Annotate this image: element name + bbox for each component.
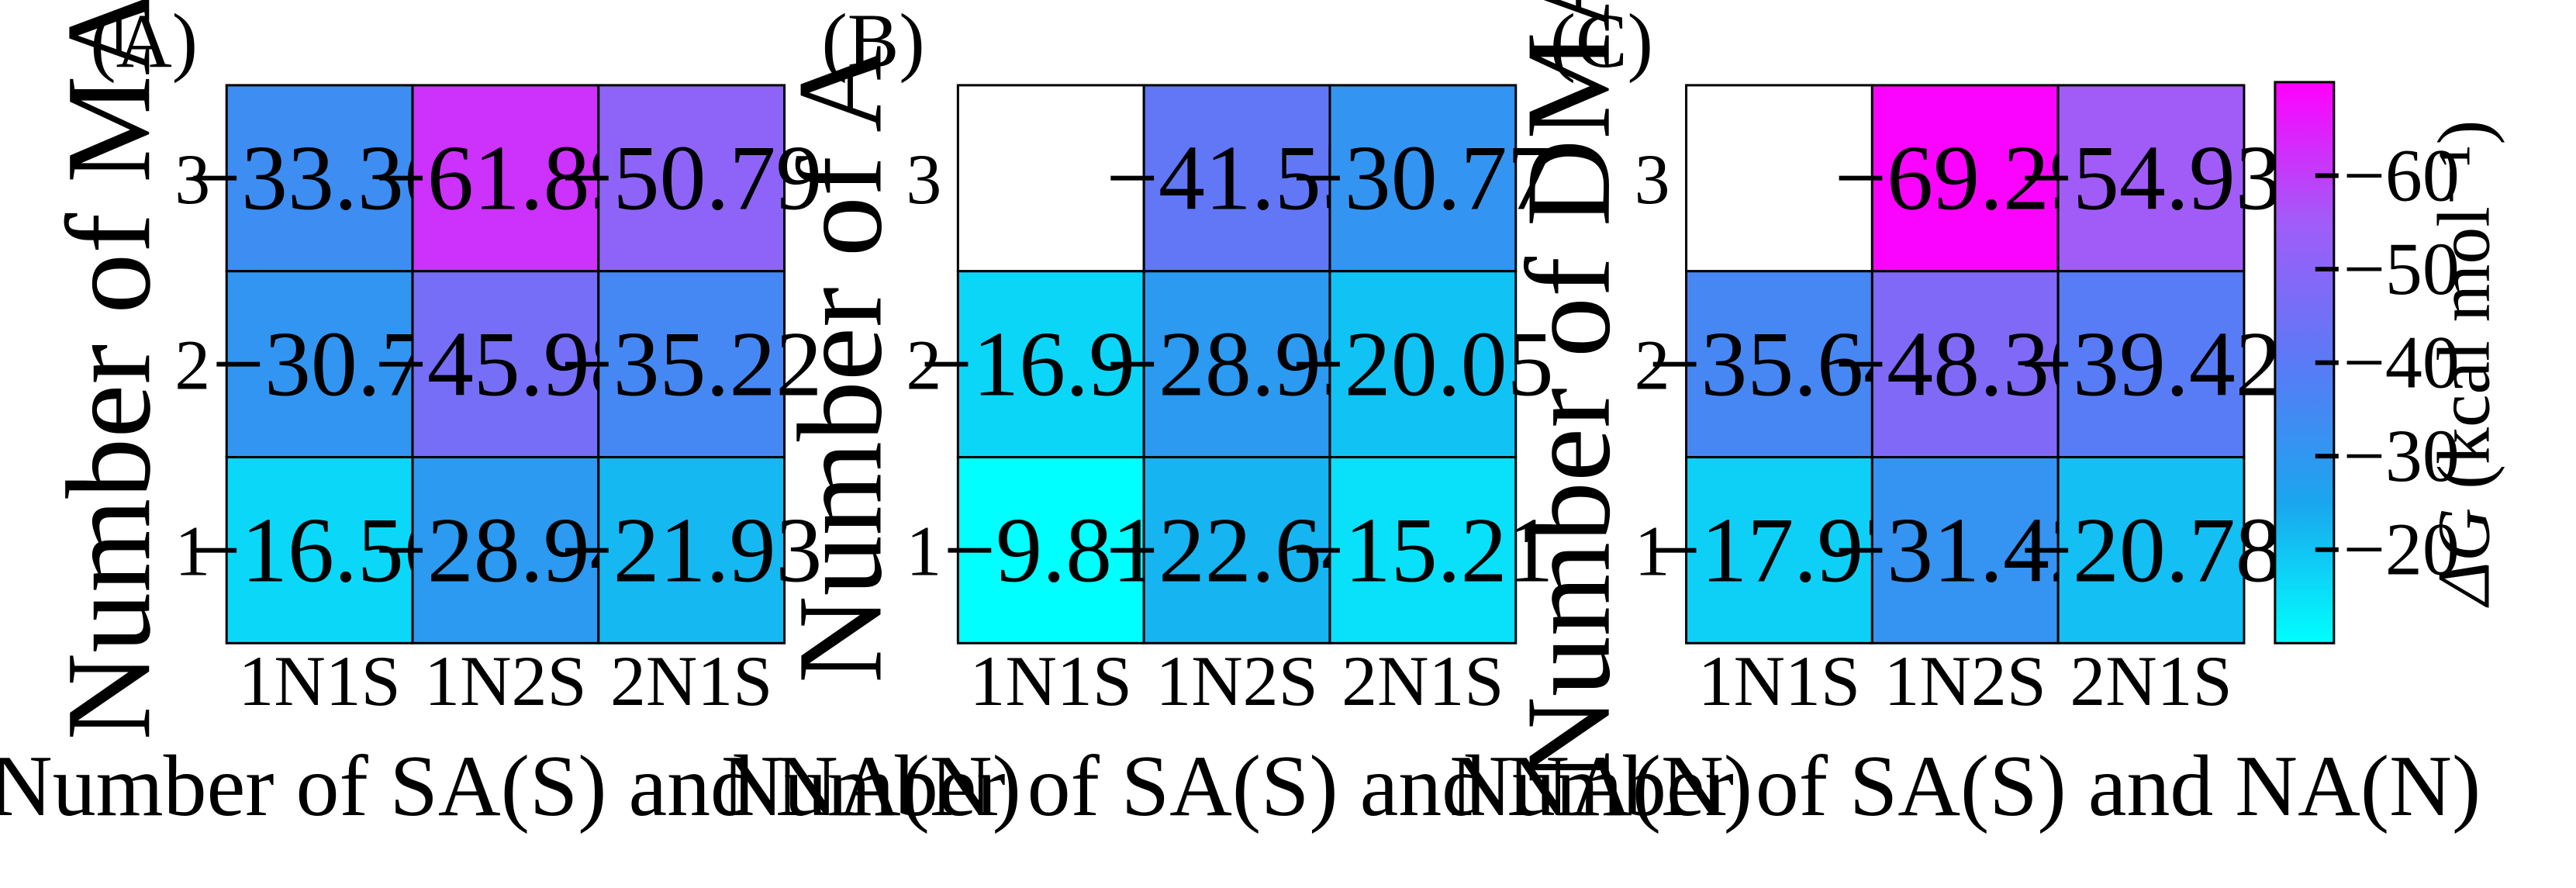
- cell-value-label: −9.81: [944, 498, 1159, 601]
- cell-value-label: −41.55: [1106, 126, 1367, 230]
- colorbar-label: ΔG (kcal mol⁻¹): [2423, 120, 2505, 609]
- cell-value-label: −17.97: [1649, 498, 1910, 601]
- cell-value-label: −28.99: [1106, 313, 1367, 416]
- cell-value-label: −50.79: [561, 126, 822, 230]
- x-tick-label: 2N1S: [610, 641, 772, 720]
- cell-value-label: −16.56: [188, 498, 450, 601]
- cell-value-label: −15.21: [1292, 498, 1553, 601]
- heatmap-cell: [956, 270, 1145, 458]
- heatmap-cell: [225, 455, 414, 644]
- cell-value-label: −30.7: [212, 313, 426, 416]
- cell-value-label: −33.36: [188, 126, 450, 230]
- y-tick-label: 1: [1635, 511, 1670, 590]
- x-axis-label: Number of SA(S) and NA(N): [0, 738, 1021, 834]
- heatmap-cell: [411, 455, 600, 644]
- heatmap-cell: [1685, 84, 1873, 273]
- cell-value-label: −16.91: [920, 313, 1182, 416]
- y-tick-label: 3: [1635, 140, 1670, 219]
- heatmap-cell: [597, 455, 786, 644]
- colorbar-tick-label: −30: [2343, 415, 2460, 497]
- cell-value-label: −22.64: [1106, 498, 1367, 601]
- heatmap-cell: [1328, 84, 1518, 273]
- cell-value-label: −48.30: [1835, 313, 2096, 416]
- y-tick-label: 1: [906, 511, 941, 590]
- y-tick-label: 2: [174, 326, 210, 405]
- y-tick-label: 2: [1635, 326, 1670, 405]
- cell-value-label: −31.42: [1835, 498, 2096, 601]
- cell-value-label: −35.64: [1649, 313, 1910, 416]
- colorbar-tick-label: −20: [2343, 509, 2460, 591]
- cell-value-label: −20.05: [1292, 313, 1553, 416]
- cell-value-label: −61.89: [375, 126, 636, 230]
- y-axis-label: Number of DMA: [1501, 0, 1635, 784]
- heatmap-cell: [225, 270, 414, 458]
- colorbar-label-symbol: ΔG: [2423, 508, 2505, 609]
- heatmap-panel-3: (C)Number of DMA −69.29−54.93 −35.64−48.30…: [1449, 0, 2481, 834]
- cell-value-label: −39.42: [2020, 313, 2281, 416]
- heatmap-cell: [597, 84, 786, 273]
- panel-label: (C): [1550, 0, 1653, 84]
- heatmap-panel-2: (B)Number of A −41.55−30.77−16.91−28.99−2…: [721, 0, 1752, 834]
- x-tick-label: 1N1S: [238, 641, 400, 720]
- colorbar-tick-label: −50: [2343, 228, 2460, 310]
- x-tick-label: 2N1S: [1342, 641, 1504, 720]
- cell-value-label: −54.93: [2020, 126, 2281, 230]
- cell-value-label: −35.22: [561, 313, 822, 416]
- heatmap-panel-1: (A)Number of MA −33.36−61.89−50.79 −30.7−4…: [0, 0, 1021, 834]
- panel-label: (A): [90, 0, 198, 84]
- y-tick-label: 2: [906, 326, 941, 405]
- panel-label: (B): [822, 0, 925, 84]
- heatmap-cell: [1870, 455, 2060, 644]
- y-axis-label: Number of A: [772, 45, 906, 682]
- y-tick-label: 3: [174, 140, 210, 219]
- x-tick-label: 1N1S: [1698, 641, 1860, 720]
- cell-value-label: −30.77: [1292, 126, 1553, 230]
- x-tick-label: 1N2S: [1884, 641, 2046, 720]
- x-axis-label: Number of SA(S) and NA(N): [1449, 738, 2481, 834]
- heatmap-cell: [2056, 270, 2246, 458]
- y-axis-label: Number of MA: [41, 0, 175, 740]
- x-axis-label: Number of SA(S) and NA(N): [721, 738, 1752, 834]
- heatmap-cell: [1870, 270, 2060, 458]
- cell-value-label: −69.29: [1835, 126, 2096, 230]
- x-tick-label: 1N2S: [424, 641, 586, 720]
- cell-value-label: −45.98: [375, 313, 636, 416]
- x-tick-label: 1N2S: [1155, 641, 1317, 720]
- y-tick-label: 3: [906, 140, 941, 219]
- heatmap-cell: [1328, 455, 1518, 644]
- colorbar-label-unit: (kcal mol⁻¹): [2423, 120, 2505, 508]
- colorbar-tick-label: −40: [2343, 322, 2460, 404]
- heatmap-cell: [1685, 455, 1873, 644]
- heatmap-cell: [2056, 455, 2246, 644]
- cell-value-label: −21.93: [561, 498, 822, 601]
- x-tick-label: 1N1S: [970, 641, 1132, 720]
- heatmap-cell: [1142, 270, 1331, 458]
- x-tick-label: 2N1S: [2070, 641, 2232, 720]
- y-tick-label: 1: [174, 511, 210, 590]
- cell-value-label: −28.94: [375, 498, 636, 601]
- cell-value-label: −20.78: [2020, 498, 2281, 601]
- heatmap-cell: [1142, 455, 1331, 644]
- heatmap-cell: [1328, 270, 1518, 458]
- heatmap-cell: [1142, 84, 1331, 273]
- heatmap-cell: [1685, 270, 1873, 458]
- heatmap-panels: (A)Number of MA −33.36−61.89−50.79−30.7−4…: [0, 0, 2481, 834]
- colorbar-tick-label: −60: [2343, 134, 2460, 216]
